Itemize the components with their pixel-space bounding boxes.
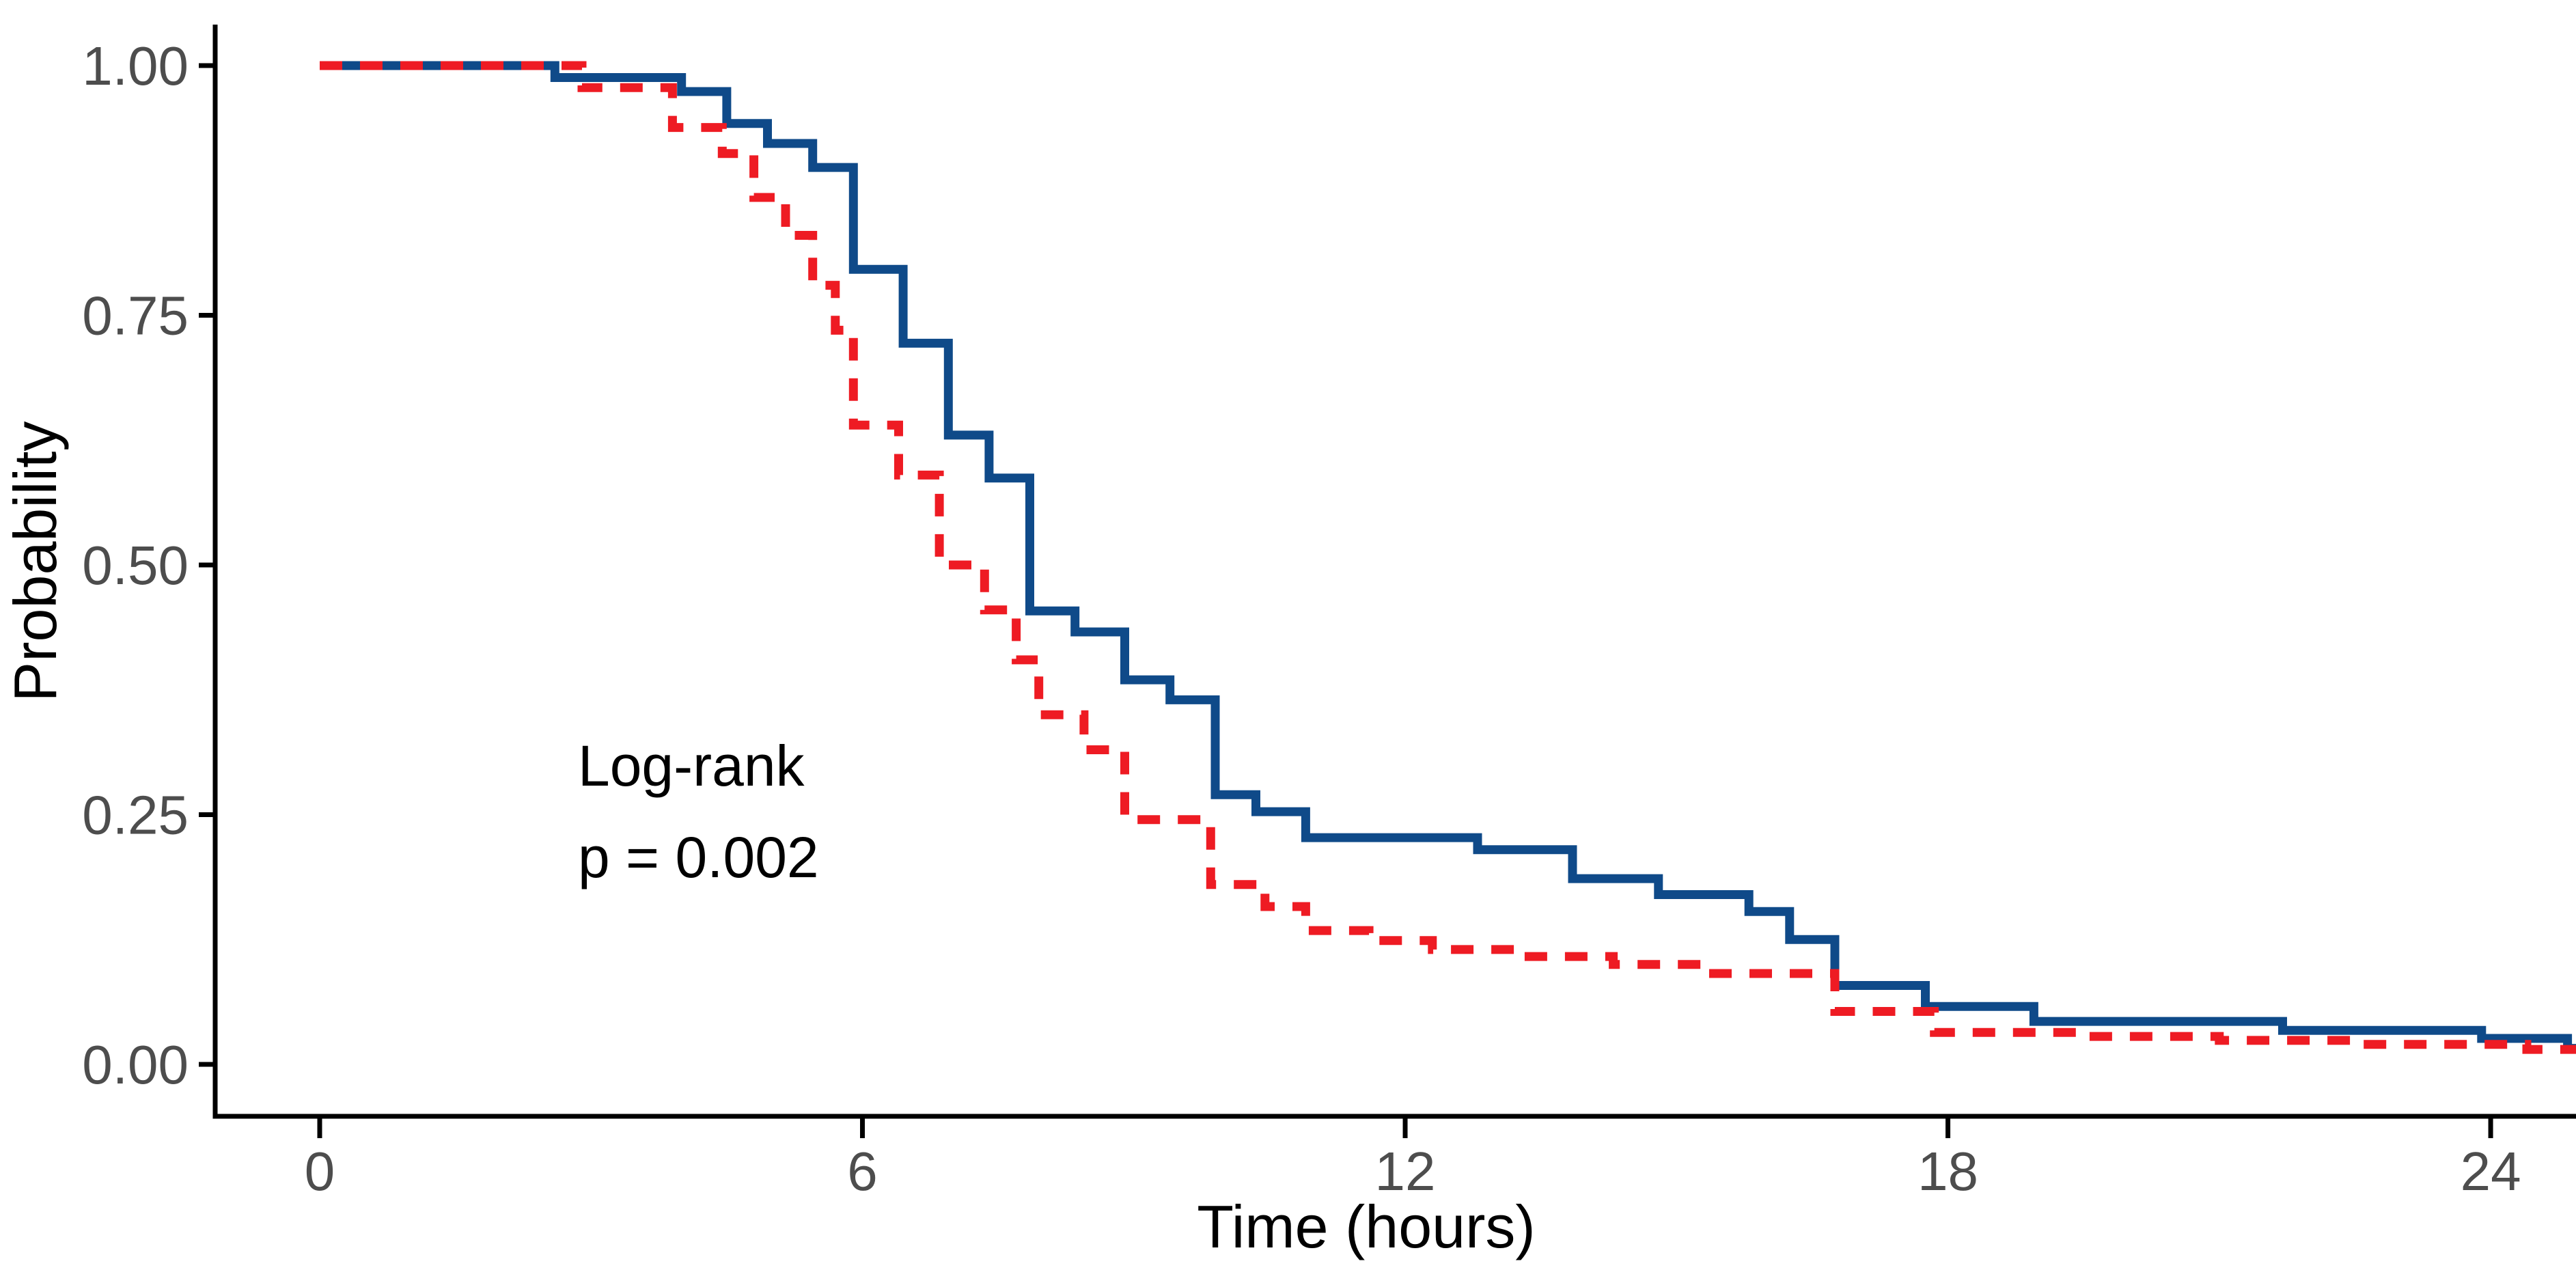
x-axis-title: Time (hours) bbox=[1197, 1193, 1535, 1260]
y-tick-label: 0.75 bbox=[82, 286, 189, 346]
x-tick-label: 12 bbox=[1375, 1141, 1436, 1202]
y-tick-label: 0.50 bbox=[82, 535, 189, 596]
y-axis-title: Probability bbox=[1, 422, 69, 702]
x-tick-label: 18 bbox=[1917, 1141, 1978, 1202]
y-tick-label: 1.00 bbox=[82, 36, 189, 96]
survival-curve-group-solid-blue bbox=[320, 61, 2576, 1053]
y-tick-label: 0.00 bbox=[82, 1034, 189, 1095]
annotation-pvalue: p = 0.002 bbox=[578, 825, 819, 889]
x-tick-label: 6 bbox=[847, 1141, 878, 1202]
survival-curve-group-dashed-red bbox=[320, 61, 2576, 1054]
x-tick-label: 0 bbox=[305, 1141, 335, 1202]
y-tick-label: 0.25 bbox=[82, 785, 189, 846]
curves-layer bbox=[320, 61, 2576, 1054]
annotation-logrank-label: Log-rank bbox=[578, 734, 805, 798]
axes-layer: 0.00 0.25 0.50 0.75 1.00 0 6 12 18 24 bbox=[82, 25, 2576, 1202]
x-tick-label: 24 bbox=[2461, 1141, 2521, 1202]
